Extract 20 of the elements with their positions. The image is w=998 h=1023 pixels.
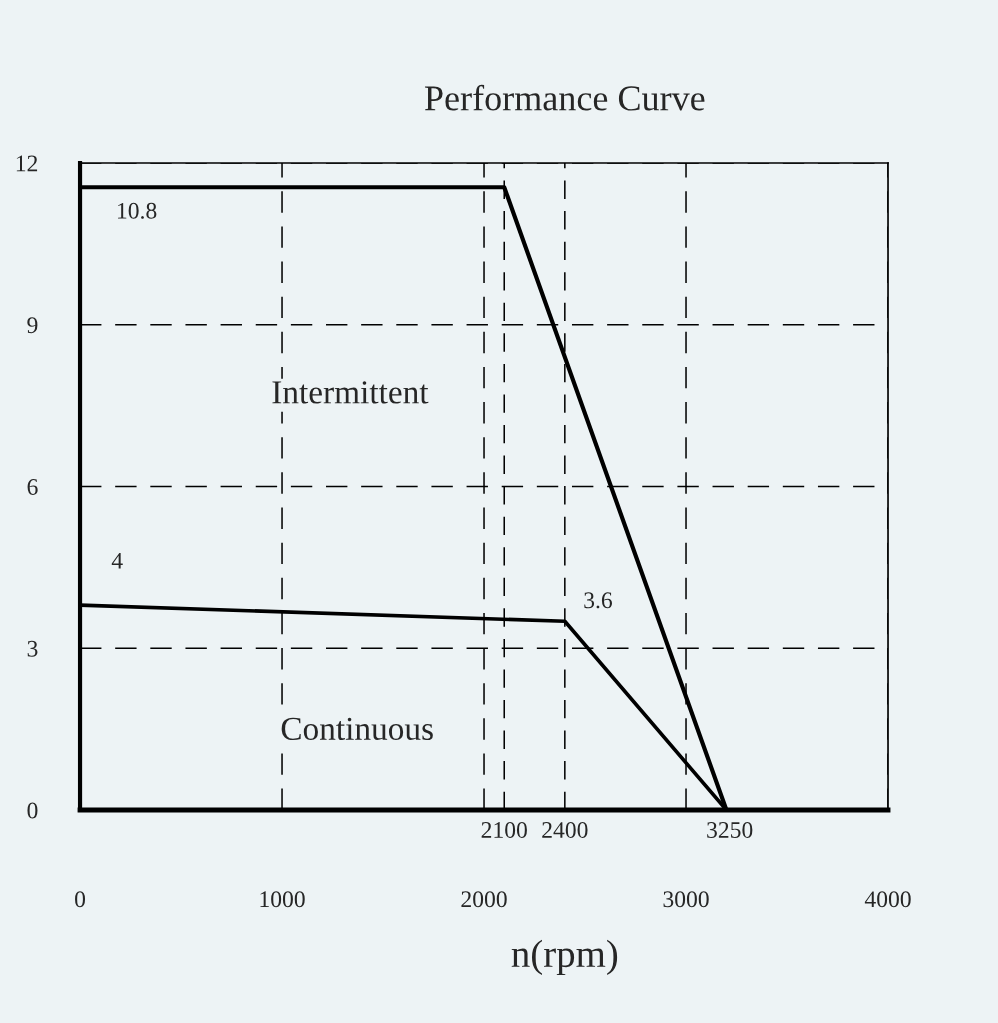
x-tick-label: 3000 [663, 891, 709, 908]
annotation: Continuous [281, 717, 433, 741]
text: 3250 [707, 821, 753, 838]
ref-line-label: 2100 [481, 821, 527, 838]
x-tick-label: 2000 [461, 891, 507, 908]
chart-title: Performance Curve [424, 84, 705, 111]
x-tick-label: 4000 [864, 891, 911, 908]
annotation: Intermittent [272, 381, 429, 404]
y-tick-label: 3 [27, 640, 38, 657]
x-tick-label: 1000 [260, 891, 305, 908]
y-tick-label: 9 [27, 317, 38, 334]
y-tick-label: 6 [27, 479, 38, 495]
annotation: 10.8 [118, 202, 157, 219]
annotation: 4 [111, 552, 123, 569]
x-axis-title: n(rpm) [511, 939, 618, 976]
y-tick-label: 0 [27, 802, 38, 819]
y-tick-label: 12 [16, 155, 38, 172]
x-tick-label: 0 [75, 891, 86, 908]
annotation: 3.6 [584, 592, 613, 609]
ref-line-label: 2400 [542, 821, 588, 838]
